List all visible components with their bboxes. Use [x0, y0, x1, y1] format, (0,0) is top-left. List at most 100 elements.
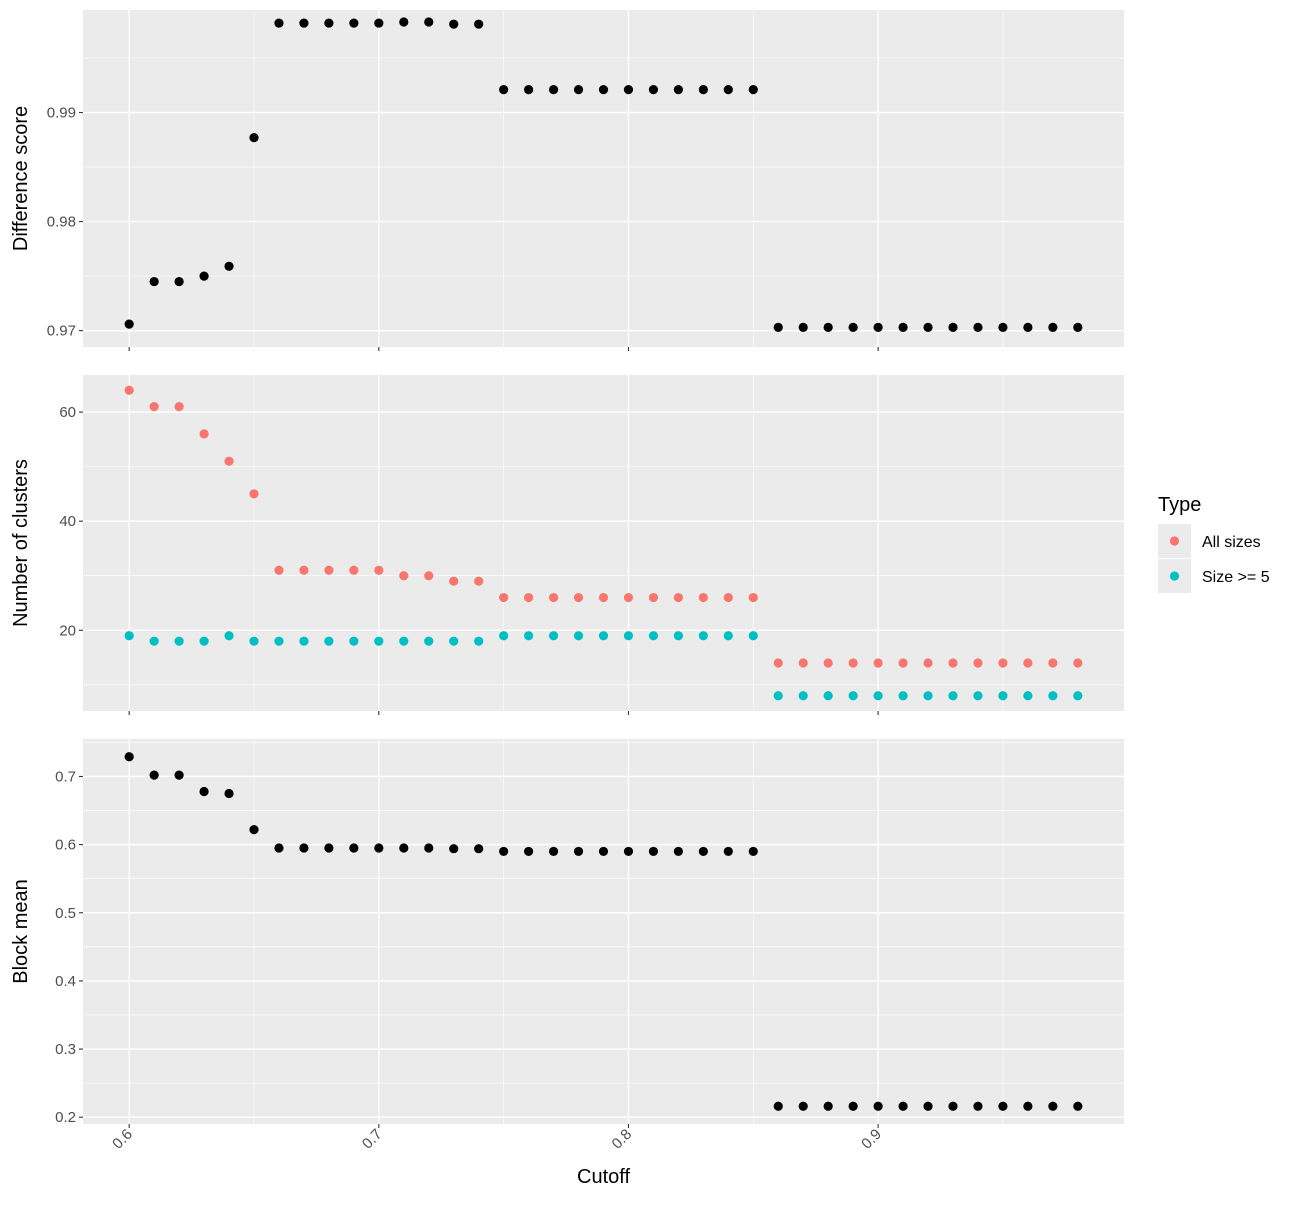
data-point	[623, 846, 634, 857]
data-point	[648, 85, 659, 95]
data-point	[324, 843, 334, 853]
data-point	[224, 456, 234, 466]
data-point	[998, 691, 1008, 701]
data-point	[124, 752, 134, 762]
data-point	[499, 846, 509, 857]
data-point	[124, 631, 134, 641]
data-point	[424, 843, 434, 853]
data-point	[898, 658, 908, 668]
data-point	[873, 658, 883, 668]
data-point	[474, 19, 484, 29]
y-tick-label: 0.6	[55, 837, 76, 854]
data-point	[548, 631, 559, 641]
data-point	[174, 636, 184, 646]
data-point	[923, 1101, 933, 1111]
data-point	[1073, 1101, 1083, 1111]
data-point	[998, 658, 1008, 668]
data-point	[948, 322, 958, 332]
data-point	[174, 770, 184, 780]
data-point	[723, 85, 733, 95]
data-point	[698, 631, 708, 641]
series-points	[124, 17, 1083, 332]
data-point	[798, 322, 808, 332]
y-tick-label: 60	[59, 404, 76, 421]
data-point	[1073, 691, 1083, 701]
data-point	[848, 1101, 858, 1111]
x-tick-label: 0.7	[359, 1126, 386, 1153]
panel-2: 20 40 60 Number of clusters	[10, 375, 1124, 715]
data-point	[1073, 322, 1083, 332]
data-point	[573, 85, 584, 95]
data-point	[848, 658, 858, 668]
data-point	[973, 658, 983, 668]
data-point	[1048, 658, 1058, 668]
data-point	[573, 846, 584, 857]
data-point	[948, 691, 958, 701]
y-axis-title: Number of clusters	[10, 459, 32, 627]
panel-1: 0.97 0.98 0.99 Difference score	[10, 10, 1124, 351]
y-axis-title: Difference score	[10, 106, 32, 251]
data-point	[748, 631, 758, 641]
data-point	[998, 322, 1008, 332]
data-point	[224, 788, 234, 799]
data-point	[723, 846, 733, 857]
data-point	[623, 631, 634, 641]
legend: Type All sizes Size >= 5	[1158, 494, 1270, 593]
data-point	[199, 636, 209, 646]
y-tick-label: 0.98	[47, 214, 76, 231]
data-point	[823, 691, 833, 701]
data-point	[249, 636, 259, 646]
data-point	[524, 846, 534, 857]
data-point	[773, 658, 783, 668]
data-point	[998, 1101, 1008, 1111]
data-point	[873, 691, 883, 701]
data-point	[499, 592, 509, 603]
data-point	[698, 846, 708, 857]
data-point	[598, 631, 609, 641]
data-point	[548, 846, 559, 857]
y-tick-label: 0.2	[55, 1109, 76, 1126]
data-point	[773, 322, 783, 332]
data-point	[199, 271, 209, 281]
data-point	[973, 1101, 983, 1111]
data-point	[249, 133, 259, 143]
data-point	[698, 592, 708, 603]
data-point	[474, 576, 484, 586]
data-point	[598, 85, 609, 95]
data-point	[848, 322, 858, 332]
data-point	[573, 592, 584, 603]
data-point	[449, 19, 459, 29]
data-point	[573, 631, 584, 641]
data-point	[524, 592, 534, 603]
data-point	[199, 429, 209, 439]
data-point	[399, 636, 409, 646]
data-point	[349, 18, 359, 28]
data-point	[923, 691, 933, 701]
data-point	[1048, 322, 1058, 332]
data-point	[548, 85, 559, 95]
data-point	[748, 846, 758, 857]
data-point	[773, 691, 783, 701]
data-point	[474, 844, 484, 854]
data-point	[249, 825, 259, 835]
data-point	[748, 592, 758, 603]
data-point	[374, 565, 384, 575]
data-point	[1048, 1101, 1058, 1111]
data-point	[673, 592, 683, 603]
data-point	[474, 636, 484, 646]
data-point	[948, 658, 958, 668]
data-point	[823, 658, 833, 668]
data-point	[449, 576, 459, 586]
x-tick-label: 0.6	[109, 1126, 136, 1153]
y-tick-label: 0.97	[47, 323, 76, 340]
panel-background	[83, 739, 1124, 1124]
data-point	[648, 592, 659, 603]
data-point	[673, 846, 683, 857]
data-point	[1023, 658, 1033, 668]
data-point	[673, 85, 683, 95]
data-point	[798, 691, 808, 701]
data-point	[324, 18, 334, 28]
data-point	[873, 1101, 883, 1111]
data-point	[149, 402, 159, 412]
